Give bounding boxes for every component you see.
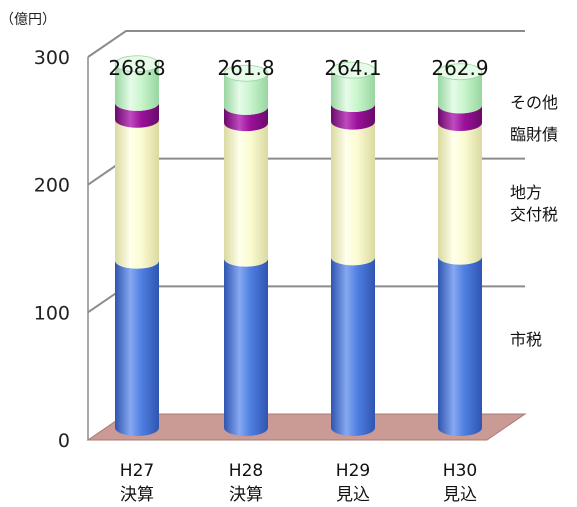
x-tick-label: H28 [229, 461, 263, 481]
bar-top-cap [437, 63, 483, 81]
y-tick-label: 0 [58, 430, 70, 452]
x-tick-sublabel: 見込 [443, 485, 477, 505]
bar-total-label: 268.8 [108, 56, 165, 80]
gridline-300 [87, 30, 525, 58]
bar-total-label: 262.9 [431, 56, 488, 80]
x-tick-sublabel: 決算 [229, 485, 263, 505]
bars [114, 55, 483, 436]
bar-segment-市税 [224, 258, 268, 436]
y-tick-label: 300 [34, 47, 70, 69]
labels: 0 100 200 300 （億円） 268.8 H27 決算 261.8 H28 決算 264.1 H… [0, 12, 558, 505]
bar-top-cap [330, 61, 376, 79]
bar-segment-地方交付税 [224, 123, 268, 267]
x-tick-label: H29 [336, 461, 370, 481]
bar-segment-地方交付税 [438, 122, 482, 265]
bar-segment-市税 [115, 260, 159, 436]
bar-total-label: 264.1 [324, 56, 381, 80]
bar-segment-臨財債 [331, 104, 375, 130]
bar-segment-その他 [331, 70, 375, 113]
bar-H27 [114, 55, 160, 436]
bar-H30 [437, 63, 483, 436]
x-tick-sublabel: 決算 [120, 485, 154, 505]
chart-floor [86, 413, 527, 441]
x-tick-label: H27 [120, 461, 154, 481]
bar-segment-その他 [115, 63, 159, 111]
bar-segment-地方交付税 [115, 119, 159, 269]
y-tick-label: 200 [34, 175, 70, 197]
bar-segment-地方交付税 [331, 121, 375, 266]
bar-H28 [223, 64, 269, 436]
series-label: 市税 [510, 330, 542, 349]
bar-H29 [330, 61, 376, 436]
floor-plane [86, 413, 527, 441]
bar-segment-その他 [438, 71, 482, 114]
y-tick-label: 100 [34, 302, 70, 324]
x-tick-label: H30 [443, 461, 477, 481]
bar-segment-市税 [438, 256, 482, 436]
bar-segment-臨財債 [224, 106, 268, 132]
x-tick-sublabel: 見込 [336, 485, 370, 505]
bar-segment-その他 [224, 73, 268, 115]
bar-segment-臨財債 [438, 105, 482, 131]
bar-total-label: 261.8 [217, 56, 274, 80]
bar-segment-市税 [331, 257, 375, 436]
series-label: 地方 [510, 183, 542, 202]
series-label: 交付税 [510, 205, 558, 224]
series-label: その他 [510, 93, 558, 112]
bar-top-cap [223, 64, 269, 82]
bar-top-cap [114, 55, 160, 73]
series-label: 臨財債 [510, 125, 558, 144]
y-axis-unit: （億円） [0, 12, 56, 28]
bar-segment-臨財債 [115, 102, 159, 128]
